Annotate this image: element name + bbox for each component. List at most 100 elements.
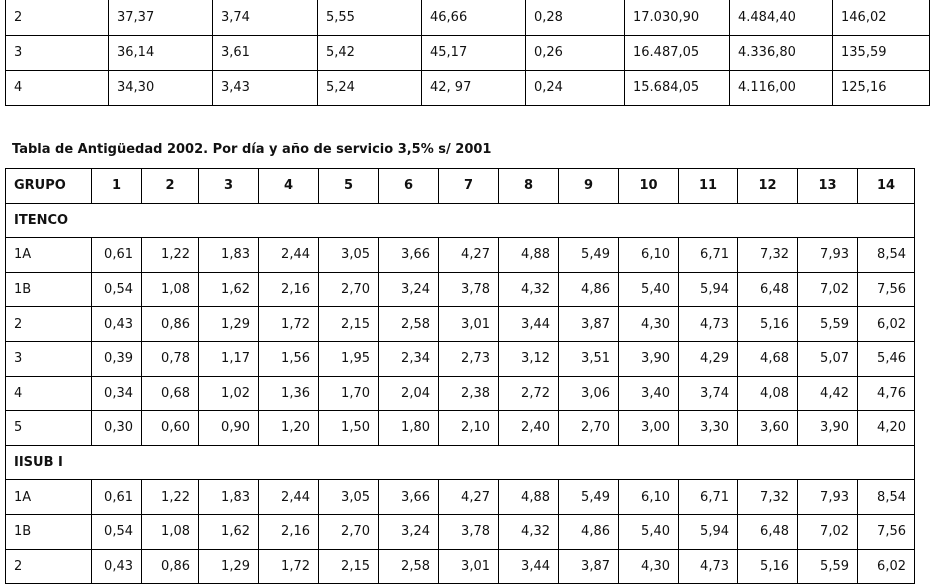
table-cell: 6,71: [678, 237, 738, 273]
table-cell: 2,10: [438, 410, 499, 446]
table-cell: 3,60: [737, 410, 798, 446]
table-cell: 6,02: [857, 306, 915, 342]
table-cell: 3,78: [438, 513, 499, 550]
table-cell: 7,32: [737, 479, 798, 515]
table-cell: 1,62: [198, 513, 259, 550]
table-cell: 6,10: [618, 237, 679, 273]
table-cell: 5,59: [797, 306, 858, 342]
table-cell: 3,12: [498, 340, 559, 377]
table-row: 2 0,43 0,86 1,29 1,72 2,15 2,58 3,01 3,44 3,87 4,3…: [5, 548, 915, 585]
table-cell: 17.030,90: [624, 0, 730, 36]
table-cell: 5,16: [737, 306, 798, 342]
table-cell: 3,05: [318, 479, 379, 515]
table-cell: 0,39: [91, 340, 142, 377]
table-cell: 2,04: [378, 375, 439, 412]
table-cell: 4,32: [498, 271, 559, 308]
row-label: 3: [5, 340, 92, 377]
table-cell: 5,42: [317, 34, 422, 71]
column-header: 11: [678, 168, 738, 204]
table-cell: 4.484,40: [729, 0, 833, 36]
group-header-row: IISUB I: [5, 444, 915, 481]
table-cell: 1,50: [318, 410, 379, 446]
table-cell: 2,70: [318, 271, 379, 308]
table-cell: 6,10: [618, 479, 679, 515]
table-cell: 5,07: [797, 340, 858, 377]
table-cell: 135,59: [832, 34, 930, 71]
table-cell: 1,83: [198, 237, 259, 273]
table-cell: 3,24: [378, 513, 439, 550]
table-cell: 3,66: [378, 479, 439, 515]
table-row: 4 34,30 3,43 5,24 42, 97 0,24 15.684,05 …: [5, 69, 930, 106]
table-cell: 1,08: [141, 271, 199, 308]
table-cell: 4,20: [857, 410, 915, 446]
group-name: IISUB I: [5, 444, 915, 481]
group-header-row: ITENCO: [5, 202, 915, 239]
table-cell: 5,24: [317, 69, 422, 106]
row-label: 1B: [5, 271, 92, 308]
table-cell: 3,01: [438, 548, 499, 585]
table-cell: 1,80: [378, 410, 439, 446]
table-cell: 4,08: [737, 375, 798, 412]
table-cell: 8,54: [857, 237, 915, 273]
table-cell: 1,08: [141, 513, 199, 550]
table-cell: 4,73: [678, 548, 738, 585]
table-cell: 1,83: [198, 479, 259, 515]
table-row: 1A 0,61 1,22 1,83 2,44 3,05 3,66 4,27 4,88 5,49 6,…: [5, 479, 915, 515]
table-cell: 5,46: [857, 340, 915, 377]
table-cell: 42, 97: [421, 69, 526, 106]
table-cell: 6,71: [678, 479, 738, 515]
table-cell: 7,02: [797, 271, 858, 308]
table-cell: 0,43: [91, 306, 142, 342]
row-label: 5: [5, 410, 92, 446]
table-cell: 2,16: [258, 513, 319, 550]
table-cell: 2,58: [378, 306, 439, 342]
table-cell: 1,22: [141, 237, 199, 273]
table-cell: 2,34: [378, 340, 439, 377]
column-header: 3: [198, 168, 259, 204]
table-cell: 3,87: [558, 548, 619, 585]
table-cell: 3,01: [438, 306, 499, 342]
table-row: 3 0,39 0,78 1,17 1,56 1,95 2,34 2,73 3,12 3,51 3,9…: [5, 340, 915, 377]
table-cell: 4.336,80: [729, 34, 833, 71]
table-cell: 4,88: [498, 479, 559, 515]
table-cell: 1,72: [258, 306, 319, 342]
table-cell: 4,42: [797, 375, 858, 412]
table-cell: 3,74: [212, 0, 318, 36]
table-cell: 0,30: [91, 410, 142, 446]
table-cell: 0,54: [91, 513, 142, 550]
table-cell: 46,66: [421, 0, 526, 36]
table-cell: 0,68: [141, 375, 199, 412]
table-cell: 0,86: [141, 548, 199, 585]
table-cell: 16.487,05: [624, 34, 730, 71]
table-cell: 0,28: [525, 0, 625, 36]
table-cell: 2: [5, 0, 109, 36]
table-cell: 0,78: [141, 340, 199, 377]
table-cell: 37,37: [108, 0, 213, 36]
table-cell: 2,70: [318, 513, 379, 550]
table-row: 3 36,14 3,61 5,42 45,17 0,26 16.487,05 4…: [5, 34, 930, 71]
table-cell: 4.116,00: [729, 69, 833, 106]
column-header: 14: [857, 168, 915, 204]
table-cell: 45,17: [421, 34, 526, 71]
table-cell: 7,93: [797, 479, 858, 515]
row-label: 4: [5, 375, 92, 412]
table-cell: 3,44: [498, 306, 559, 342]
table-cell: 1,36: [258, 375, 319, 412]
seniority-table: GRUPO 1 2 3 4 5 6 7 8 9 10 11 12 13 14 I…: [5, 168, 915, 585]
column-header: 4: [258, 168, 319, 204]
table-cell: 5,55: [317, 0, 422, 36]
table-cell: 2,38: [438, 375, 499, 412]
table-cell: 146,02: [832, 0, 930, 36]
column-header: 13: [797, 168, 858, 204]
table-cell: 7,02: [797, 513, 858, 550]
table-cell: 0,60: [141, 410, 199, 446]
section-title: Tabla de Antigüedad 2002. Por día y año …: [12, 142, 492, 157]
table-cell: 4,86: [558, 271, 619, 308]
table-cell: 0,43: [91, 548, 142, 585]
column-header: 9: [558, 168, 619, 204]
table-cell: 3,06: [558, 375, 619, 412]
table-row: 2 37,37 3,74 5,55 46,66 0,28 17.030,90 4…: [5, 0, 930, 36]
table-cell: 2,44: [258, 237, 319, 273]
table-cell: 4,30: [618, 306, 679, 342]
table-cell: 3,00: [618, 410, 679, 446]
